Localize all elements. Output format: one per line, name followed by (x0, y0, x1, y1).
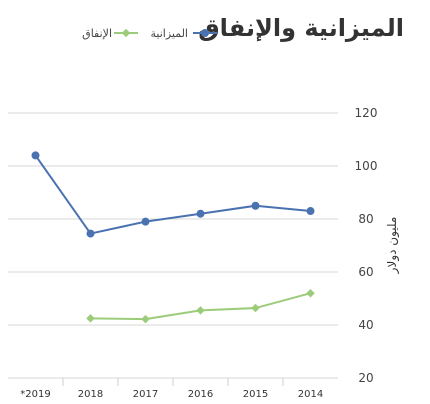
series-1-point-1 (86, 314, 95, 323)
series-0-line (34, 154, 311, 235)
series-0-point-2 (141, 217, 150, 226)
y-tick-label-80: 80 (358, 212, 373, 226)
y-tick-label-20: 20 (358, 371, 373, 385)
legend-budget-marker (201, 29, 209, 37)
legend: الميزانية الإنفاق (82, 27, 217, 40)
y-tick-label-120: 120 (355, 106, 378, 120)
y-tick-label-40: 40 (358, 318, 373, 332)
y-tick-label-100: 100 (355, 159, 378, 173)
x-ticks: *2019 2018 2017 2016 2015 2014 (20, 389, 323, 400)
legend-budget-label: الميزانية (151, 27, 189, 40)
series-1-point-2 (141, 314, 150, 324)
x-tick-label-4: 2015 (243, 389, 268, 400)
x-tick-label-5: 2014 (298, 389, 323, 400)
y-axis-label: مليون دولار (385, 217, 400, 275)
series-1-point-5 (306, 288, 315, 298)
series-0-point-5 (306, 207, 315, 216)
x-tick-label-3: 2016 (188, 389, 213, 400)
x-tick-label-1: 2018 (78, 389, 103, 400)
grid (8, 112, 338, 386)
x-tick-label-2: 2017 (133, 389, 158, 400)
series-1-point-4 (251, 303, 260, 313)
y-tick-label-60: 60 (358, 265, 373, 279)
series-1-point-3 (196, 306, 205, 315)
series (31, 151, 315, 324)
y-ticks: 20 40 60 80 100 120 (355, 106, 378, 385)
series-0-point-3 (196, 209, 205, 218)
chart-title: الميزانية والإنفاق (198, 14, 404, 42)
series-0-point-0 (31, 151, 40, 160)
legend-spending-label: الإنفاق (82, 27, 112, 40)
legend-spending-marker (121, 28, 131, 38)
legend-item-spending: الإنفاق (82, 27, 138, 40)
x-tick-label-0: *2019 (20, 389, 50, 400)
series-0-point-4 (251, 201, 260, 210)
legend-item-budget: الميزانية (151, 27, 217, 40)
series-0-point-1 (86, 229, 95, 238)
